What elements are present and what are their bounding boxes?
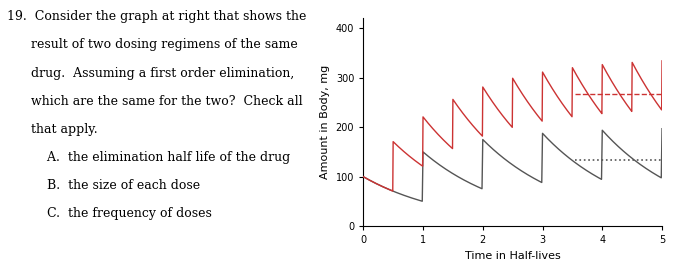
- Text: result of two dosing regimens of the same: result of two dosing regimens of the sam…: [7, 38, 297, 51]
- Text: C.  the frequency of doses: C. the frequency of doses: [7, 207, 211, 220]
- Text: that apply.: that apply.: [7, 123, 97, 136]
- X-axis label: Time in Half-lives: Time in Half-lives: [464, 251, 561, 260]
- Text: B.  the size of each dose: B. the size of each dose: [7, 179, 200, 192]
- Text: 19.  Consider the graph at right that shows the: 19. Consider the graph at right that sho…: [7, 10, 306, 23]
- Text: A.  the elimination half life of the drug: A. the elimination half life of the drug: [7, 151, 290, 164]
- Text: drug.  Assuming a first order elimination,: drug. Assuming a first order elimination…: [7, 67, 294, 80]
- Y-axis label: Amount in Body, mg: Amount in Body, mg: [320, 65, 330, 179]
- Text: which are the same for the two?  Check all: which are the same for the two? Check al…: [7, 95, 302, 108]
